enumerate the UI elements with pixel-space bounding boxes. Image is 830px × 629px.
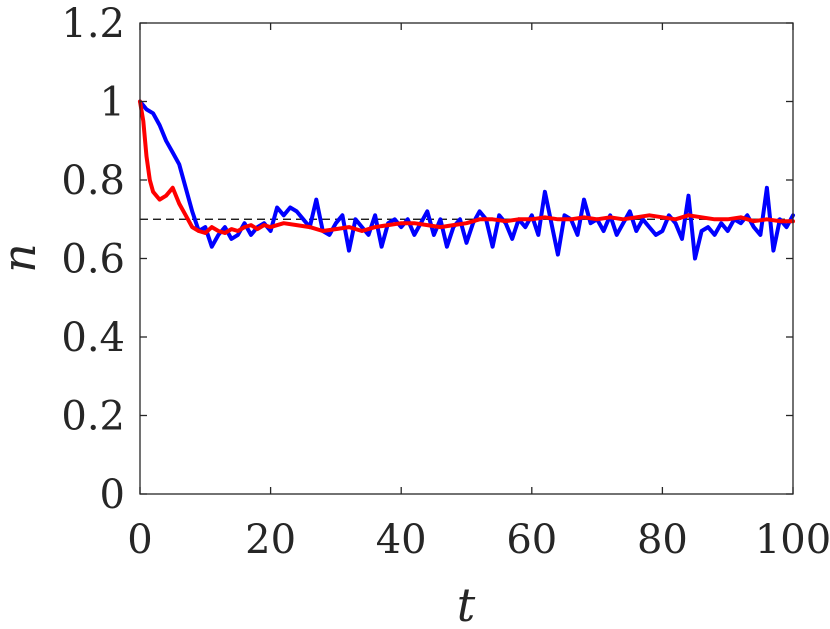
x-tick-label: 0 [127, 517, 152, 563]
x-tick-label: 40 [376, 517, 427, 563]
x-tick-label: 80 [637, 517, 688, 563]
x-tick-label: 20 [245, 517, 296, 563]
series-line-1 [138, 99, 795, 261]
x-tick-label: 60 [506, 517, 557, 563]
y-tick-label: 1.2 [61, 1, 125, 47]
y-tick-label: 0.8 [61, 158, 125, 204]
series-line-2 [138, 99, 795, 235]
x-axis-label: t [457, 578, 476, 629]
y-tick-label: 0.4 [61, 315, 125, 361]
plot-area [140, 23, 793, 494]
tick-layer: 0 20 40 60 80 100 0 0.2 0.4 0.6 0.8 1 1.2 [61, 1, 830, 563]
y-axis-label: n [0, 243, 46, 273]
y-tick-label: 0 [100, 472, 125, 518]
y-tick-label: 0.6 [61, 237, 125, 283]
y-tick-label: 1 [100, 80, 125, 126]
series-layer [138, 99, 795, 261]
y-tick-label: 0.2 [61, 394, 125, 440]
x-tick-label: 100 [755, 517, 830, 563]
